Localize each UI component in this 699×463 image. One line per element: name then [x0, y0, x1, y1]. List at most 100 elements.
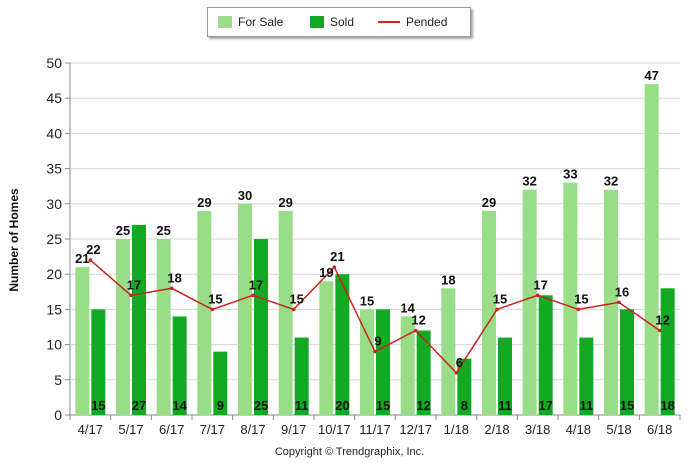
bar-for-sale: [278, 210, 293, 415]
sold-value-label: 8: [461, 398, 468, 413]
pended-point: [495, 307, 499, 312]
bar-for-sale: [156, 239, 171, 415]
x-tick-label: 10/17: [318, 422, 351, 437]
y-axis-title: Number of Homes: [7, 188, 21, 292]
y-tick-label: 40: [46, 125, 62, 141]
bar-sold: [172, 316, 187, 415]
x-tick-label: 11/17: [359, 422, 391, 437]
pended-value-label: 17: [249, 277, 263, 292]
bar-sold: [579, 337, 594, 415]
bar-sold: [620, 309, 634, 415]
bar-sold: [376, 309, 390, 415]
for-sale-value-label: 15: [360, 293, 374, 308]
sold-value-label: 15: [376, 398, 390, 413]
x-tick-label: 5/17: [118, 422, 143, 437]
sold-value-label: 11: [295, 398, 309, 413]
copyright-text: Copyright © Trendgraphix, Inc.: [274, 446, 425, 458]
pended-value-label: 12: [411, 313, 425, 328]
y-tick-label: 15: [46, 301, 62, 317]
for-sale-value-label: 30: [238, 188, 252, 203]
pended-point: [332, 265, 337, 269]
sold-value-label: 12: [416, 398, 430, 413]
y-tick-label: 45: [46, 90, 62, 106]
pended-point: [291, 307, 296, 312]
bar-for-sale: [116, 239, 130, 415]
for-sale-value-label: 32: [522, 174, 536, 189]
pended-value-label: 18: [167, 270, 181, 285]
pended-point: [454, 370, 459, 375]
x-tick-label: 5/18: [606, 422, 631, 437]
pended-point: [617, 300, 621, 305]
legend-label: For Sale: [238, 15, 284, 29]
for-sale-value-label: 29: [197, 195, 211, 210]
bar-for-sale: [604, 189, 618, 415]
y-tick-label: 20: [46, 266, 62, 282]
y-tick-label: 30: [46, 196, 62, 212]
bar-for-sale: [400, 316, 415, 415]
pended-swatch: [378, 21, 400, 23]
sold-value-label: 15: [91, 398, 105, 413]
sold-swatch: [310, 16, 324, 28]
bar-sold: [416, 330, 431, 415]
sold-value-label: 11: [579, 398, 593, 413]
bar-for-sale: [238, 203, 252, 415]
for-sale-value-label: 47: [644, 68, 658, 83]
sold-value-label: 18: [660, 398, 674, 413]
for-sale-value-label: 18: [441, 272, 455, 287]
for-sale-value-label: 32: [604, 174, 618, 189]
for-sale-value-label: 29: [482, 195, 496, 210]
x-tick-label: 7/17: [200, 422, 225, 437]
for-sale-value-label: 21: [75, 251, 89, 266]
bar-sold: [213, 351, 228, 415]
bar-sold: [91, 309, 106, 415]
x-tick-label: 8/17: [240, 422, 265, 437]
pended-value-label: 6: [456, 355, 463, 370]
sold-value-label: 25: [254, 398, 268, 413]
x-tick-label: 9/17: [281, 422, 306, 437]
sold-value-label: 27: [132, 398, 146, 413]
pended-value-label: 15: [208, 291, 222, 306]
pended-line: [88, 258, 662, 375]
bar-sold: [498, 337, 512, 415]
legend-item-pended: Pended: [378, 15, 447, 29]
pended-value-label: 12: [655, 313, 669, 328]
bar-sold: [660, 288, 675, 415]
bar-sold: [538, 295, 553, 415]
x-tick-label: 3/18: [525, 422, 550, 437]
sold-value-label: 9: [217, 398, 224, 413]
pended-point: [535, 293, 540, 298]
pended-point: [251, 293, 255, 298]
sold-value-label: 17: [538, 398, 552, 413]
bar-for-sale: [482, 210, 496, 415]
bar-for-sale: [644, 84, 659, 416]
pended-value-label: 22: [86, 242, 100, 257]
x-tick-label: 1/18: [444, 422, 469, 437]
for-sale-value-label: 33: [563, 167, 577, 182]
pended-point: [129, 293, 133, 298]
pended-point: [169, 286, 174, 291]
bar-sold: [457, 358, 472, 415]
x-tick-label: 6/17: [159, 422, 184, 437]
bar-sold: [254, 239, 268, 415]
pended-point: [576, 307, 581, 312]
sold-value-label: 15: [620, 398, 634, 413]
data-labels: 2115252725142993025291119201515141218829…: [75, 68, 675, 413]
pended-value-label: 17: [127, 277, 141, 292]
x-tick-label: 4/18: [566, 422, 591, 437]
for-sale-value-label: 29: [278, 195, 292, 210]
pended-value-label: 16: [615, 284, 629, 299]
bar-for-sale: [75, 267, 90, 415]
bar-sold: [335, 274, 350, 415]
for-sale-value-label: 14: [400, 300, 415, 315]
x-tick-label: 6/18: [647, 422, 672, 437]
y-tick-label: 10: [46, 337, 62, 353]
bar-for-sale: [441, 288, 456, 415]
bar-sold: [294, 337, 309, 415]
bar-for-sale: [319, 281, 334, 415]
y-tick-label: 50: [46, 55, 62, 71]
pended-value-label: 9: [374, 334, 381, 349]
pended-value-label: 15: [574, 291, 588, 306]
sold-value-label: 14: [172, 398, 187, 413]
for-sale-value-label: 19: [319, 265, 333, 280]
